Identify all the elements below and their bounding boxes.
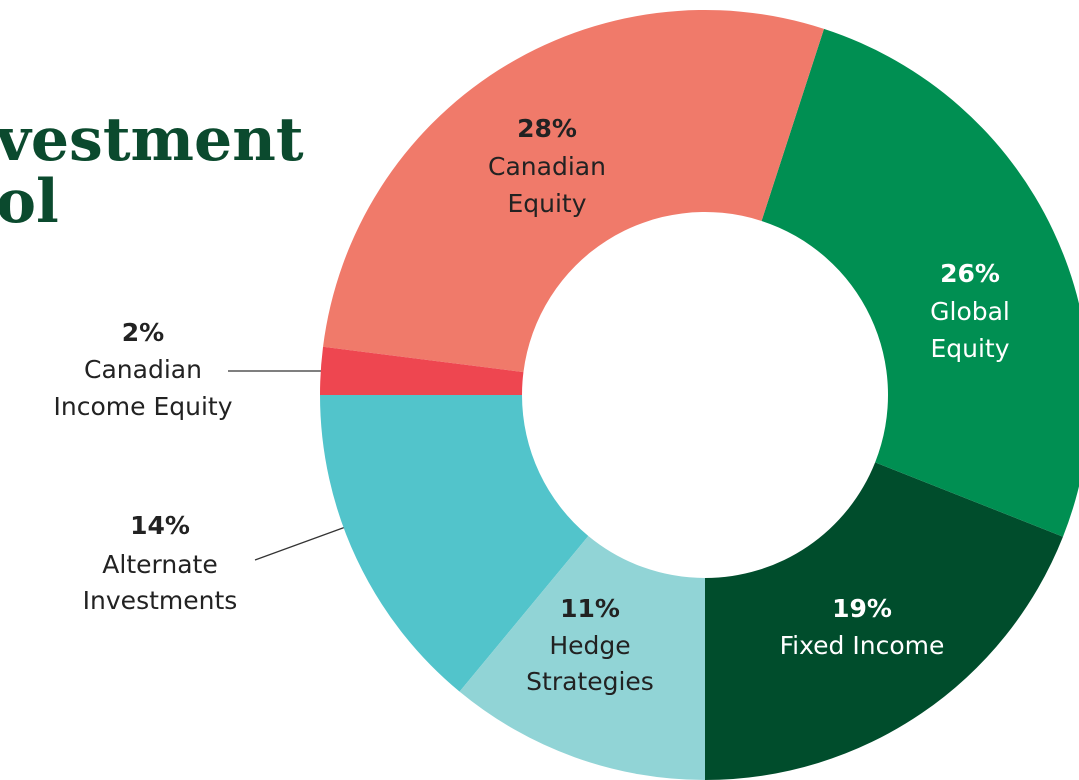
slice-percent: 11% — [560, 594, 620, 623]
donut-slice — [320, 395, 589, 692]
slice-label: Hedge Strategies — [526, 631, 654, 696]
slice-label: Canadian Equity — [488, 152, 606, 218]
title-line: vestment — [0, 105, 304, 175]
slice-percent: 19% — [832, 594, 892, 623]
title-line: ol — [0, 167, 59, 237]
donut-slice — [761, 28, 1079, 537]
slice-percent: 28% — [517, 114, 577, 143]
slice-label: Canadian Income Equity — [54, 355, 233, 421]
slice-label: Global Equity — [930, 297, 1010, 363]
donut-slice — [323, 9, 824, 373]
slice-percent: 26% — [940, 259, 1000, 288]
donut-slice — [705, 462, 1063, 780]
slice-percent: 2% — [122, 318, 164, 347]
slice-label: Fixed Income — [780, 631, 945, 660]
donut-slice — [320, 346, 524, 395]
slice-label: Alternate Investments — [83, 550, 238, 615]
slice-percent: 14% — [130, 511, 190, 540]
donut-slice — [459, 536, 705, 780]
